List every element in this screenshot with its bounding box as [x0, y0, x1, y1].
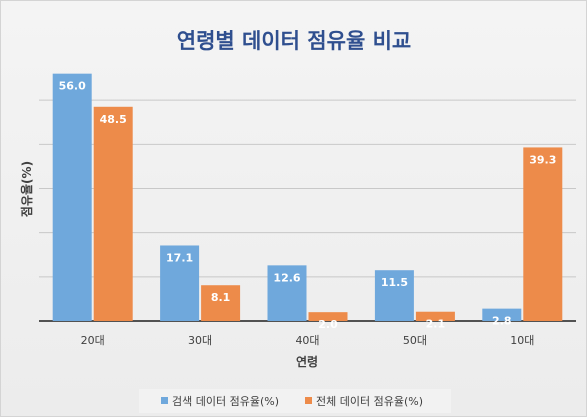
bar — [374, 270, 414, 321]
legend-box — [139, 389, 451, 413]
bar — [523, 147, 563, 321]
bar — [160, 245, 200, 321]
bar — [52, 73, 92, 322]
x-tick-label: 20대 — [81, 334, 105, 347]
legend-label: 검색 데이터 점유율(%) — [172, 395, 279, 408]
bar — [308, 312, 348, 321]
data-label: 8.1 — [211, 291, 231, 304]
data-label: 12.6 — [273, 271, 300, 284]
legend: 검색 데이터 점유율(%) 전체 데이터 점유율(%) — [161, 395, 423, 408]
x-tick-label: 30대 — [188, 334, 212, 347]
y-axis-title: 점유율(%) — [19, 161, 34, 217]
bar — [415, 311, 455, 321]
data-label: 2.8 — [492, 315, 512, 328]
chart-title: 연령별 데이터 점유율 비교 — [177, 29, 411, 53]
legend-swatch — [305, 397, 312, 404]
bar — [201, 285, 241, 321]
x-tick-label: 10대 — [510, 334, 534, 347]
x-axis-title: 연령 — [296, 354, 318, 369]
legend-swatch — [161, 397, 168, 404]
data-label: 56.0 — [59, 80, 86, 93]
data-label: 2.0 — [318, 318, 338, 331]
bar — [93, 106, 133, 322]
bar — [482, 308, 522, 321]
data-label: 39.3 — [529, 153, 556, 166]
bar — [267, 265, 307, 321]
legend-label: 전체 데이터 점유율(%) — [316, 395, 423, 408]
bars: 56.0 48.5 17.1 8.1 12.6 2.0 11.5 2.1 2.8 39.3 — [52, 73, 563, 331]
x-tick-label: 50대 — [403, 334, 427, 347]
data-label: 2.1 — [426, 318, 446, 331]
x-tick-labels: 20대 30대 40대 50대 10대 — [81, 334, 535, 347]
data-label: 48.5 — [100, 113, 127, 126]
x-tick-label: 40대 — [295, 334, 319, 347]
data-label: 11.5 — [381, 276, 408, 289]
data-label: 17.1 — [166, 251, 193, 264]
